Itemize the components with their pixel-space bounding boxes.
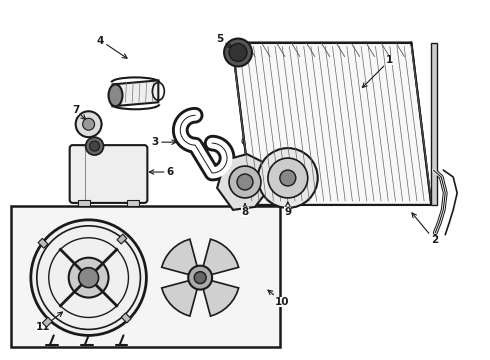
Circle shape: [237, 174, 253, 190]
Ellipse shape: [108, 84, 122, 106]
Circle shape: [31, 220, 147, 336]
Text: 10: 10: [268, 290, 289, 306]
Polygon shape: [162, 239, 198, 275]
Bar: [117, 234, 127, 244]
Circle shape: [229, 44, 247, 62]
Text: 4: 4: [97, 36, 127, 58]
Circle shape: [86, 137, 103, 155]
Polygon shape: [202, 280, 239, 316]
Text: 7: 7: [72, 105, 86, 120]
Circle shape: [280, 170, 296, 186]
Text: 3: 3: [152, 137, 176, 147]
Text: 8: 8: [242, 204, 248, 217]
Text: 9: 9: [284, 202, 292, 217]
Text: 6: 6: [149, 167, 174, 177]
Polygon shape: [232, 42, 431, 205]
Circle shape: [188, 266, 212, 289]
Polygon shape: [113, 80, 158, 106]
Bar: [77, 200, 90, 206]
Text: 5: 5: [217, 33, 232, 48]
Bar: [431, 42, 437, 205]
Text: 1: 1: [363, 55, 393, 87]
Text: 2: 2: [412, 213, 438, 245]
Circle shape: [268, 158, 308, 198]
Circle shape: [83, 118, 95, 130]
Circle shape: [258, 148, 318, 208]
Polygon shape: [202, 239, 239, 275]
Polygon shape: [217, 154, 273, 210]
Circle shape: [194, 272, 206, 284]
Circle shape: [69, 258, 108, 298]
Circle shape: [90, 141, 99, 151]
Bar: [38, 238, 48, 248]
Bar: [127, 200, 140, 206]
Text: 11: 11: [36, 312, 63, 332]
Circle shape: [224, 39, 252, 67]
FancyBboxPatch shape: [70, 145, 147, 203]
Polygon shape: [162, 280, 198, 316]
Bar: [121, 313, 131, 323]
Circle shape: [229, 166, 261, 198]
Circle shape: [78, 268, 98, 288]
Bar: [11, 206, 280, 347]
Bar: [42, 317, 52, 327]
Circle shape: [75, 111, 101, 137]
